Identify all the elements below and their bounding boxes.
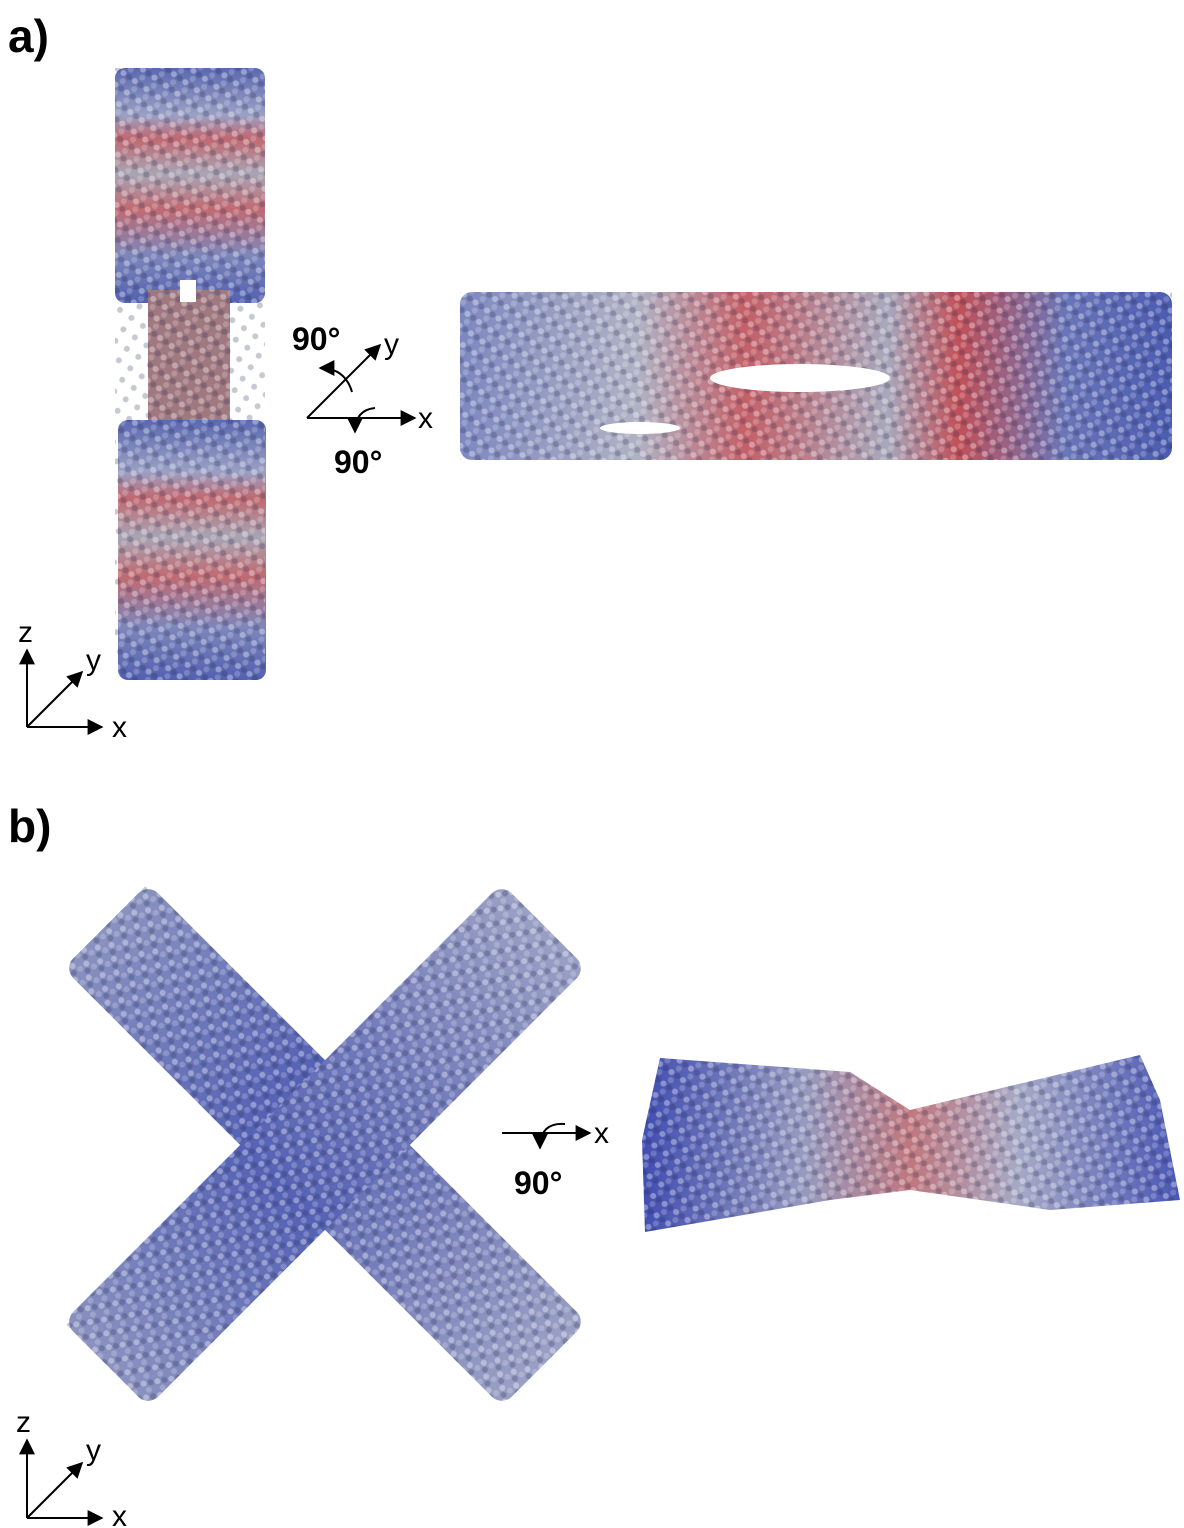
panel-label: a) <box>8 10 49 62</box>
axis-label: y <box>86 644 101 677</box>
structure-vertical <box>115 68 266 680</box>
rotation-angle: 90° <box>514 1165 562 1201</box>
rotation-indicator: x 90° <box>502 1117 609 1201</box>
rotation-angle: 90° <box>292 321 340 357</box>
axis-label: y <box>384 328 399 361</box>
axes-key: z y x <box>16 1406 127 1528</box>
rotation-indicator: 90° y x 90° <box>292 321 433 480</box>
axis-label: x <box>112 711 127 744</box>
structure-horizontal <box>460 292 1172 460</box>
axis-label: x <box>112 1500 127 1528</box>
axes-key: z y x <box>18 616 127 744</box>
figure: a) 90° y x 90° z y x b) <box>0 0 1184 1528</box>
structure-bowtie <box>642 1055 1180 1232</box>
axis-label: y <box>86 1434 101 1467</box>
axis-label: x <box>418 402 433 435</box>
axis-label: x <box>594 1117 609 1150</box>
structure-cross <box>63 883 586 1406</box>
panel-label: b) <box>8 800 51 852</box>
axis-label: z <box>16 1406 31 1439</box>
rotation-angle: 90° <box>334 444 382 480</box>
axis-label: z <box>18 616 33 649</box>
